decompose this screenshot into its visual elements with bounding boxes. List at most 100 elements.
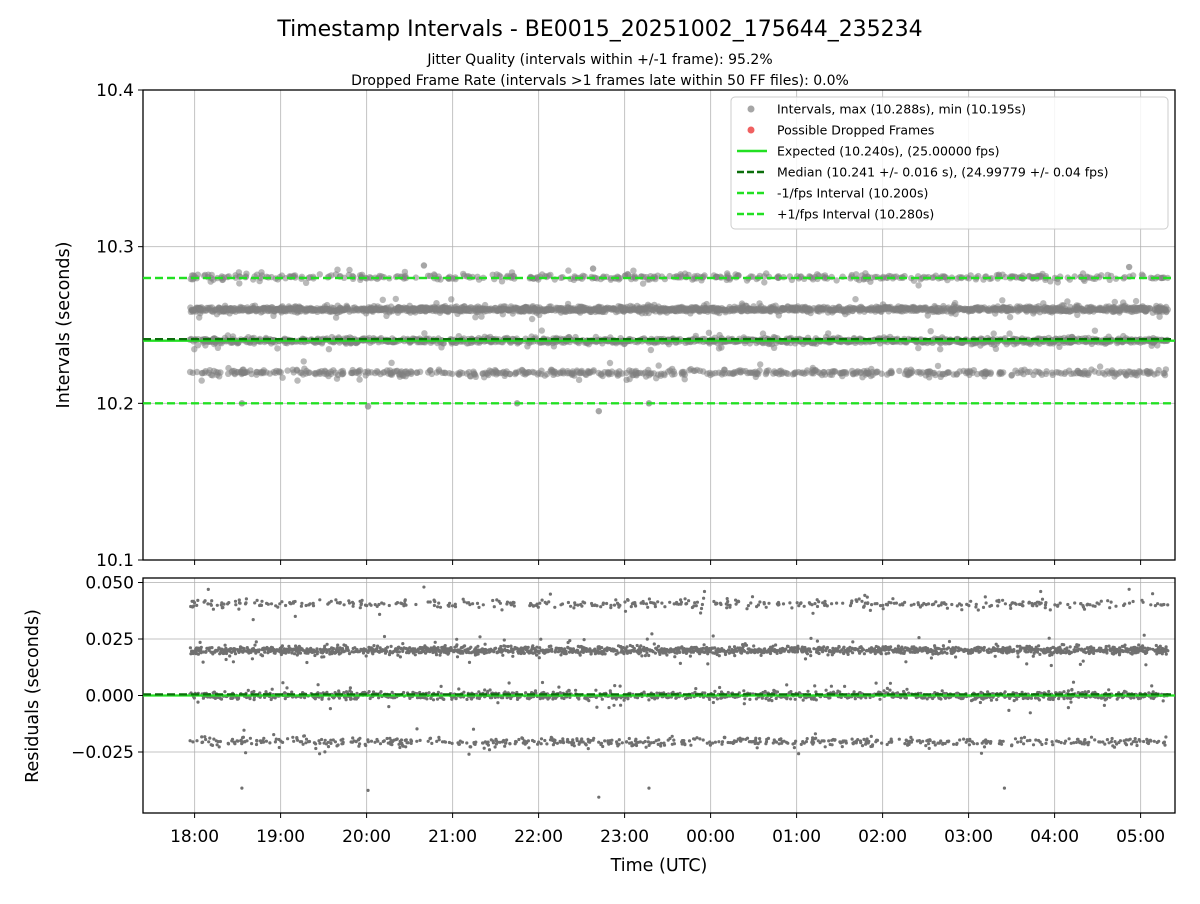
interval-point — [1000, 369, 1006, 375]
residual-point — [405, 738, 408, 741]
residual-point — [247, 689, 250, 692]
intervals-y-tick-label: 10.3 — [96, 238, 134, 258]
residual-point — [292, 740, 295, 743]
legend-label: -1/fps Interval (10.200s) — [777, 186, 928, 201]
residual-point — [329, 742, 332, 745]
interval-point — [217, 369, 223, 375]
residual-point — [189, 646, 192, 649]
interval-point — [852, 296, 858, 302]
residual-point — [326, 643, 329, 646]
residual-point — [352, 602, 355, 605]
interval-point — [529, 316, 535, 322]
residual-point — [377, 603, 380, 606]
interval-point — [1055, 279, 1061, 285]
residual-point — [212, 608, 215, 611]
residual-point — [220, 698, 223, 701]
intervals-reference-lines-overlay — [143, 278, 1175, 403]
residual-point — [248, 697, 251, 700]
interval-point — [565, 267, 571, 273]
residual-point — [231, 738, 234, 741]
residual-point — [195, 604, 198, 607]
residual-point — [202, 661, 205, 664]
residual-point — [258, 648, 261, 651]
interval-point — [417, 369, 423, 375]
residual-point — [294, 615, 297, 618]
residual-point — [367, 740, 370, 743]
residual-point — [207, 740, 210, 743]
residual-point — [189, 739, 192, 742]
interval-point — [671, 371, 677, 377]
residual-point — [361, 599, 364, 602]
residual-point — [195, 739, 198, 742]
residual-point — [314, 742, 317, 745]
interval-point — [1097, 363, 1103, 369]
interval-point — [356, 376, 362, 382]
interval-point — [317, 271, 323, 277]
interval-point — [279, 375, 285, 381]
residual-point — [262, 737, 265, 740]
residual-point — [245, 597, 248, 600]
interval-point — [896, 368, 902, 374]
residual-point — [290, 691, 293, 694]
residual-point — [315, 647, 318, 650]
residual-point — [316, 650, 319, 653]
residual-point — [379, 742, 382, 745]
interval-point — [346, 267, 352, 273]
residual-point — [281, 644, 284, 647]
residual-point — [358, 742, 361, 745]
interval-point — [539, 327, 545, 333]
interval-point — [718, 344, 724, 350]
intervals-y-tick-label: 10.2 — [96, 394, 134, 414]
residual-point — [345, 698, 348, 701]
chart-subtitle-dropped: Dropped Frame Rate (intervals >1 frames … — [351, 73, 849, 89]
residual-point — [318, 598, 321, 601]
residual-point — [244, 601, 247, 604]
interval-point — [1163, 366, 1169, 372]
interval-point — [656, 362, 662, 368]
legend-label: Expected (10.240s), (25.00000 fps) — [777, 144, 999, 159]
residual-point — [309, 602, 312, 605]
residual-point — [337, 743, 340, 746]
residual-point — [360, 602, 363, 605]
residual-point — [305, 661, 308, 664]
residual-point — [218, 745, 221, 748]
residual-point — [322, 655, 325, 658]
residual-point — [358, 737, 361, 740]
residual-point — [382, 602, 385, 605]
interval-point — [761, 279, 767, 285]
residual-point — [272, 733, 275, 736]
residual-point — [314, 747, 317, 750]
residual-point — [364, 744, 367, 747]
residual-point — [308, 740, 311, 743]
residual-point — [341, 647, 344, 650]
residual-point — [256, 599, 259, 602]
interval-point — [915, 282, 921, 288]
residual-point — [327, 697, 330, 700]
residual-point — [210, 599, 213, 602]
interval-point — [915, 345, 921, 351]
residual-point — [365, 654, 368, 657]
residual-point — [378, 613, 381, 616]
residual-point — [274, 740, 277, 743]
residual-point — [294, 600, 297, 603]
residual-point — [317, 683, 320, 686]
interval-point — [1112, 299, 1118, 305]
residual-point — [303, 734, 306, 737]
residual-point — [324, 739, 327, 742]
residual-point — [234, 652, 237, 655]
residual-point — [401, 642, 404, 645]
residual-point — [204, 738, 207, 741]
interval-point — [706, 330, 712, 336]
residual-point — [237, 608, 240, 611]
interval-point — [757, 361, 763, 367]
residual-point — [365, 604, 368, 607]
residual-point — [300, 605, 303, 608]
residual-point — [239, 602, 242, 605]
residual-point — [245, 739, 248, 742]
interval-point — [1165, 306, 1171, 312]
residual-point — [193, 601, 196, 604]
interval-point — [1162, 372, 1168, 378]
interval-point — [199, 377, 205, 383]
residual-point — [347, 649, 350, 652]
